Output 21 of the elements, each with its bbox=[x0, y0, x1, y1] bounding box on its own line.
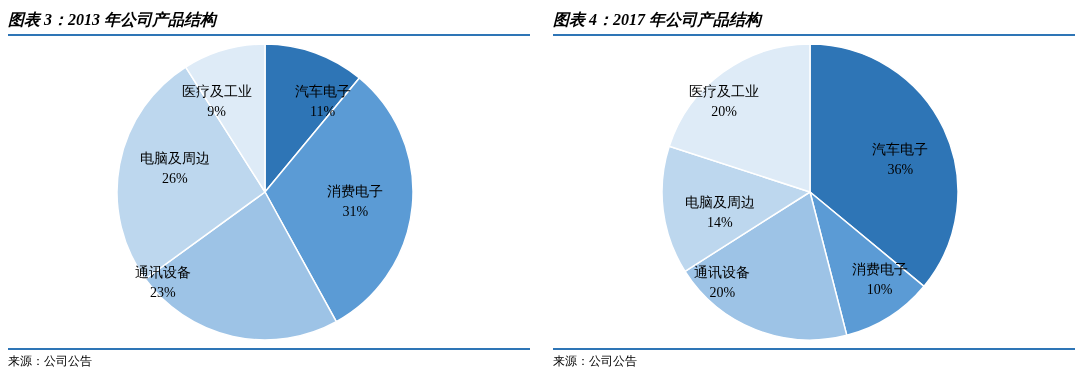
data-label: 9% bbox=[207, 104, 227, 120]
data-label: 36% bbox=[887, 161, 914, 177]
source-note: 来源：公司公告 bbox=[553, 348, 1075, 372]
data-label: 14% bbox=[706, 214, 733, 230]
data-label: 26% bbox=[161, 171, 188, 187]
slice-label: 医疗及工业 bbox=[689, 84, 760, 100]
data-label: 31% bbox=[342, 204, 369, 220]
slice-label: 医疗及工业 bbox=[181, 84, 252, 100]
slice-label: 电脑及周边 bbox=[139, 151, 210, 167]
slice-label: 通讯设备 bbox=[134, 264, 191, 280]
data-label: 20% bbox=[711, 104, 738, 120]
slice-label: 汽车电子 bbox=[872, 141, 929, 157]
data-label: 20% bbox=[709, 284, 736, 300]
slice-label: 电脑及周边 bbox=[684, 194, 755, 210]
data-label: 10% bbox=[866, 281, 893, 297]
data-label: 23% bbox=[149, 284, 176, 300]
source-note: 来源：公司公告 bbox=[8, 348, 530, 372]
chart-title: 图表 4：2017 年公司产品结构 bbox=[553, 6, 1075, 36]
slice-label: 消费电子 bbox=[327, 184, 384, 200]
slice-label: 通讯设备 bbox=[694, 264, 751, 280]
chart-title: 图表 3：2013 年公司产品结构 bbox=[8, 6, 530, 36]
